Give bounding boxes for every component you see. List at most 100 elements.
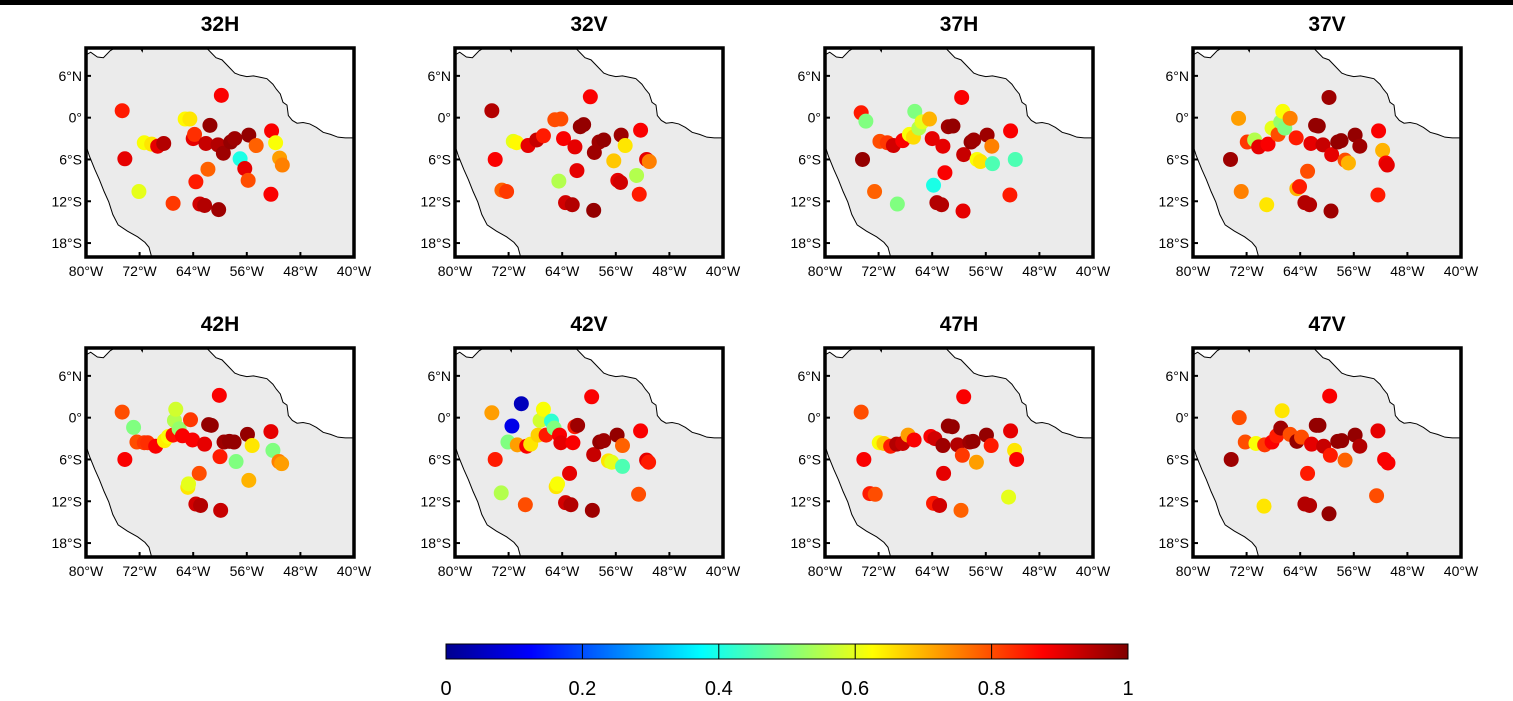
lon-tick-label: 40°W [1444, 563, 1479, 579]
lat-tick-label: 6°S [798, 151, 821, 167]
lat-tick-label: 0° [808, 110, 821, 126]
site-marker [228, 454, 244, 470]
site-marker [565, 435, 581, 451]
site-marker [944, 419, 960, 435]
site-marker [274, 157, 290, 173]
lat-tick-label: 18°S [790, 235, 821, 251]
site-marker [586, 202, 602, 218]
site-marker [956, 147, 972, 163]
lat-tick-label: 18°S [51, 535, 82, 551]
top-border [0, 0, 1513, 5]
site-marker [1303, 135, 1319, 151]
lon-tick-label: 56°W [1337, 263, 1372, 279]
lon-tick-label: 64°W [176, 563, 211, 579]
panel-title: 42V [570, 313, 607, 336]
site-marker [263, 424, 279, 440]
lon-tick-label: 56°W [969, 563, 1004, 579]
site-marker [1003, 123, 1019, 139]
site-marker [193, 497, 209, 513]
lon-tick-label: 64°W [176, 263, 211, 279]
site-marker [535, 128, 551, 144]
panel-title: 47H [940, 313, 979, 336]
site-marker [615, 458, 630, 474]
colorbar-gradient [445, 643, 1129, 660]
site-marker [187, 126, 203, 142]
lon-tick-label: 48°W [1022, 263, 1057, 279]
site-marker [535, 401, 551, 417]
site-marker [867, 184, 883, 200]
lat-tick-label: 12°S [1158, 493, 1189, 509]
pacific-coastline [825, 145, 892, 257]
map-panel-47h: 47H 80°W 72°W 64°W 56°W 48°W 40°W 6°N 0° 6°S 12°S 1… [790, 313, 1110, 579]
site-marker [1323, 203, 1339, 219]
lat-tick-label: 6°S [59, 151, 82, 167]
site-marker [1352, 438, 1368, 454]
site-marker [215, 145, 231, 161]
site-marker [934, 197, 950, 213]
site-marker [513, 396, 529, 412]
site-marker [1223, 451, 1239, 467]
lat-tick-label: 18°S [1158, 235, 1189, 251]
site-marker [906, 432, 922, 448]
site-marker [1321, 89, 1337, 105]
site-marker [924, 131, 940, 147]
site-marker [484, 405, 500, 421]
lon-tick-label: 40°W [706, 563, 741, 579]
site-marker [1311, 417, 1327, 433]
map-panel-37h: 37H 80°W 72°W 64°W 56°W 48°W 40°W 6°N 0° 6°S 12°S 1… [790, 13, 1110, 279]
site-marker [564, 197, 580, 213]
map-frame [1191, 346, 1463, 559]
site-marker [858, 113, 874, 129]
site-marker [606, 153, 622, 169]
site-marker [1352, 138, 1368, 154]
site-marker [550, 476, 566, 492]
site-marker [553, 111, 569, 127]
lat-tick-label: 18°S [1158, 535, 1189, 551]
lat-tick-label: 6°N [798, 68, 822, 84]
map-panel-32h: 32H 80°W 72°W 64°W 56°W 48°W 40°W 6°N 0° 6°S 12°S 1… [51, 13, 371, 279]
pacific-ocean [455, 145, 521, 257]
lon-tick-label: 40°W [1076, 563, 1111, 579]
site-marker [274, 456, 290, 472]
lat-tick-label: 6°N [1166, 368, 1190, 384]
lon-tick-label: 72°W [491, 263, 526, 279]
site-marker [240, 172, 256, 188]
site-marker [853, 404, 869, 420]
lon-tick-label: 80°W [1176, 263, 1211, 279]
site-marker [1304, 436, 1320, 452]
lon-tick-label: 56°W [969, 263, 1004, 279]
site-marker [509, 135, 525, 151]
site-marker [985, 156, 1000, 172]
site-marker [181, 476, 197, 492]
colorbar: 0 0.2 0.4 0.6 0.8 1 [440, 643, 1134, 700]
colorbar-tick-label: 0.6 [841, 678, 869, 700]
map-panel-32v: 32V 80°W 72°W 64°W 56°W 48°W 40°W 6°N 0° 6°S 12°S 1… [420, 13, 740, 279]
site-marker [241, 472, 257, 488]
site-marker [633, 122, 649, 138]
lon-tick-label: 56°W [599, 263, 634, 279]
site-marker [1282, 110, 1298, 126]
site-marker [211, 202, 227, 218]
site-marker [264, 123, 280, 139]
site-marker [596, 132, 612, 148]
lon-tick-label: 72°W [861, 563, 896, 579]
site-marker [268, 135, 284, 151]
site-marker [615, 438, 630, 454]
site-marker [1321, 506, 1337, 522]
site-marker [1300, 465, 1316, 481]
lon-tick-label: 64°W [545, 263, 580, 279]
site-marker [1001, 489, 1017, 505]
lon-tick-label: 40°W [1444, 263, 1479, 279]
site-marker [984, 138, 1000, 154]
lat-tick-label: 0° [438, 110, 451, 126]
lon-tick-label: 56°W [1337, 563, 1372, 579]
site-marker [596, 433, 612, 449]
pacific-coastline [455, 145, 522, 257]
site-marker [1302, 197, 1318, 213]
site-marker [1223, 151, 1239, 167]
lon-tick-label: 64°W [915, 563, 950, 579]
site-marker [955, 203, 971, 219]
site-marker [1337, 452, 1353, 468]
site-marker [584, 502, 600, 518]
